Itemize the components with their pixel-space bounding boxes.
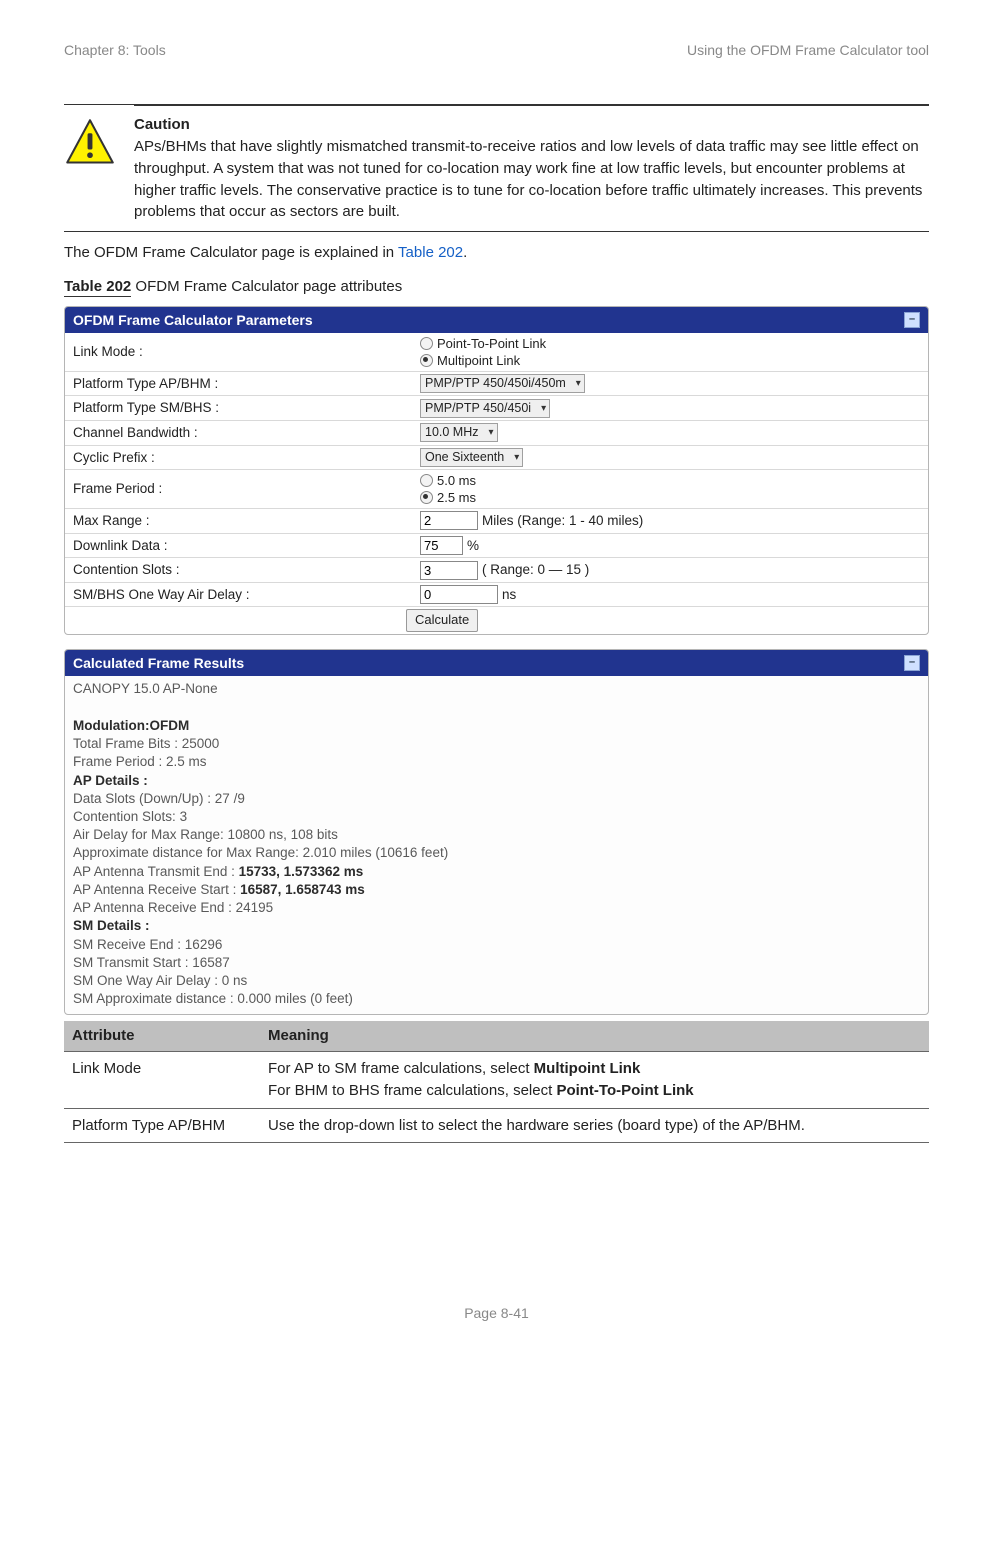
row-frame-period: Frame Period : 5.0 ms 2.5 ms bbox=[65, 470, 928, 509]
row-platform-ap: Platform Type AP/BHM : PMP/PTP 450/450i/… bbox=[65, 372, 928, 397]
chan-bw-select[interactable]: 10.0 MHz bbox=[420, 423, 498, 442]
row-calc-button: Calculate bbox=[65, 607, 928, 634]
results-panel: Calculated Frame Results – CANOPY 15.0 A… bbox=[64, 649, 929, 1015]
col-attribute: Attribute bbox=[64, 1021, 260, 1051]
lm-line1-bold: Multipoint Link bbox=[534, 1060, 641, 1077]
intro-after: . bbox=[463, 244, 467, 261]
res-approx-dist: Approximate distance for Max Range: 2.01… bbox=[73, 845, 448, 860]
intro-before: The OFDM Frame Calculator page is explai… bbox=[64, 244, 398, 261]
radio-2p5ms-label: 2.5 ms bbox=[437, 489, 476, 506]
caution-block: Caution APs/BHMs that have slightly mism… bbox=[64, 104, 929, 232]
row-chan-bw: Channel Bandwidth : 10.0 MHz bbox=[65, 421, 928, 446]
platform-ap-label: Platform Type AP/BHM : bbox=[65, 372, 414, 396]
header-right: Using the OFDM Frame Calculator tool bbox=[687, 40, 929, 60]
page-footer: Page 8-41 bbox=[64, 1303, 929, 1323]
radio-5ms[interactable] bbox=[420, 474, 433, 487]
col-meaning: Meaning bbox=[260, 1021, 929, 1051]
table-caption: Table 202 OFDM Frame Calculator page att… bbox=[64, 276, 929, 298]
res-sm-details: SM Details : bbox=[73, 918, 150, 933]
row-contention: Contention Slots : ( Range: 0 — 15 ) bbox=[65, 558, 928, 583]
ofdm-param-panel: OFDM Frame Calculator Parameters – Link … bbox=[64, 306, 929, 636]
param-panel-title: OFDM Frame Calculator Parameters bbox=[73, 310, 313, 330]
row-downlink: Downlink Data : % bbox=[65, 534, 928, 559]
air-delay-label: SM/BHS One Way Air Delay : bbox=[65, 583, 414, 607]
max-range-input[interactable] bbox=[420, 511, 478, 530]
caution-body: APs/BHMs that have slightly mismatched t… bbox=[134, 138, 922, 220]
collapse-icon[interactable]: – bbox=[904, 655, 920, 671]
table-202-link[interactable]: Table 202 bbox=[398, 244, 463, 261]
platform-ap-select[interactable]: PMP/PTP 450/450i/450m bbox=[420, 374, 585, 393]
platform-sm-label: Platform Type SM/BHS : bbox=[65, 396, 414, 420]
frame-period-label: Frame Period : bbox=[65, 477, 414, 501]
attribute-table: Attribute Meaning Link Mode For AP to SM… bbox=[64, 1021, 929, 1143]
res-frame-period: Frame Period : 2.5 ms bbox=[73, 754, 207, 769]
res-rx-start-pre: AP Antenna Receive Start : bbox=[73, 882, 240, 897]
res-sm-air: SM One Way Air Delay : 0 ns bbox=[73, 973, 247, 988]
lm-line2-bold: Point-To-Point Link bbox=[556, 1082, 693, 1099]
contention-label: Contention Slots : bbox=[65, 558, 414, 582]
results-panel-header: Calculated Frame Results – bbox=[65, 650, 928, 676]
res-sm-rx-end: SM Receive End : 16296 bbox=[73, 937, 222, 952]
table-row: Platform Type AP/BHM Use the drop-down l… bbox=[64, 1108, 929, 1143]
caution-title: Caution bbox=[134, 116, 190, 133]
downlink-input[interactable] bbox=[420, 536, 463, 555]
res-line1: CANOPY 15.0 AP-None bbox=[73, 681, 218, 696]
platform-sm-select[interactable]: PMP/PTP 450/450i bbox=[420, 399, 550, 418]
radio-p2p-label: Point-To-Point Link bbox=[437, 335, 546, 352]
res-total-bits: Total Frame Bits : 25000 bbox=[73, 736, 219, 751]
param-panel-header: OFDM Frame Calculator Parameters – bbox=[65, 307, 928, 333]
intro-paragraph: The OFDM Frame Calculator page is explai… bbox=[64, 242, 929, 264]
res-sm-approx: SM Approximate distance : 0.000 miles (0… bbox=[73, 991, 353, 1006]
caution-icon bbox=[64, 113, 134, 223]
res-rx-start-bold: 16587, 1.658743 ms bbox=[240, 882, 365, 897]
radio-multipoint[interactable] bbox=[420, 354, 433, 367]
row-platform-sm: Platform Type SM/BHS : PMP/PTP 450/450i bbox=[65, 396, 928, 421]
res-mod-label: Modulation:OFDM bbox=[73, 718, 189, 733]
calculate-button[interactable]: Calculate bbox=[406, 609, 478, 632]
contention-unit: ( Range: 0 — 15 ) bbox=[482, 560, 589, 580]
cell-platform-ap: Platform Type AP/BHM bbox=[64, 1108, 260, 1143]
max-range-unit: Miles (Range: 1 - 40 miles) bbox=[482, 511, 643, 531]
cell-link-mode: Link Mode bbox=[64, 1052, 260, 1109]
downlink-unit: % bbox=[467, 536, 479, 556]
results-panel-title: Calculated Frame Results bbox=[73, 653, 244, 673]
page-header: Chapter 8: Tools Using the OFDM Frame Ca… bbox=[64, 40, 929, 60]
res-rx-end: AP Antenna Receive End : 24195 bbox=[73, 900, 273, 915]
row-air-delay: SM/BHS One Way Air Delay : ns bbox=[65, 583, 928, 608]
res-cont-slots: Contention Slots: 3 bbox=[73, 809, 187, 824]
res-sm-tx-start: SM Transmit Start : 16587 bbox=[73, 955, 230, 970]
lm-line2-pre: For BHM to BHS frame calculations, selec… bbox=[268, 1082, 556, 1099]
row-cyclic: Cyclic Prefix : One Sixteenth bbox=[65, 446, 928, 471]
radio-5ms-label: 5.0 ms bbox=[437, 472, 476, 489]
air-delay-input[interactable] bbox=[420, 585, 498, 604]
collapse-icon[interactable]: – bbox=[904, 312, 920, 328]
contention-input[interactable] bbox=[420, 561, 478, 580]
res-tx-end-pre: AP Antenna Transmit End : bbox=[73, 864, 239, 879]
max-range-label: Max Range : bbox=[65, 509, 414, 533]
air-delay-unit: ns bbox=[502, 585, 516, 605]
cyclic-label: Cyclic Prefix : bbox=[65, 446, 414, 470]
lm-line1-pre: For AP to SM frame calculations, select bbox=[268, 1060, 534, 1077]
radio-multipoint-label: Multipoint Link bbox=[437, 352, 520, 369]
res-ap-details: AP Details : bbox=[73, 773, 148, 788]
cell-link-mode-meaning: For AP to SM frame calculations, select … bbox=[260, 1052, 929, 1109]
results-body: CANOPY 15.0 AP-None Modulation:OFDM Tota… bbox=[65, 676, 928, 1014]
header-left: Chapter 8: Tools bbox=[64, 40, 166, 60]
caution-text: Caution APs/BHMs that have slightly mism… bbox=[134, 105, 929, 223]
res-data-slots: Data Slots (Down/Up) : 27 /9 bbox=[73, 791, 245, 806]
link-mode-label: Link Mode : bbox=[65, 340, 414, 364]
table-caption-rest: OFDM Frame Calculator page attributes bbox=[131, 278, 402, 295]
chan-bw-label: Channel Bandwidth : bbox=[65, 421, 414, 445]
table-row: Link Mode For AP to SM frame calculation… bbox=[64, 1052, 929, 1109]
res-tx-end-bold: 15733, 1.573362 ms bbox=[239, 864, 364, 879]
cyclic-select[interactable]: One Sixteenth bbox=[420, 448, 523, 467]
res-air-delay: Air Delay for Max Range: 10800 ns, 108 b… bbox=[73, 827, 338, 842]
cell-platform-ap-meaning: Use the drop-down list to select the har… bbox=[260, 1108, 929, 1143]
radio-2p5ms[interactable] bbox=[420, 491, 433, 504]
table-caption-label: Table 202 bbox=[64, 278, 131, 297]
row-max-range: Max Range : Miles (Range: 1 - 40 miles) bbox=[65, 509, 928, 534]
row-link-mode: Link Mode : Point-To-Point Link Multipoi… bbox=[65, 333, 928, 372]
downlink-label: Downlink Data : bbox=[65, 534, 414, 558]
radio-p2p[interactable] bbox=[420, 337, 433, 350]
